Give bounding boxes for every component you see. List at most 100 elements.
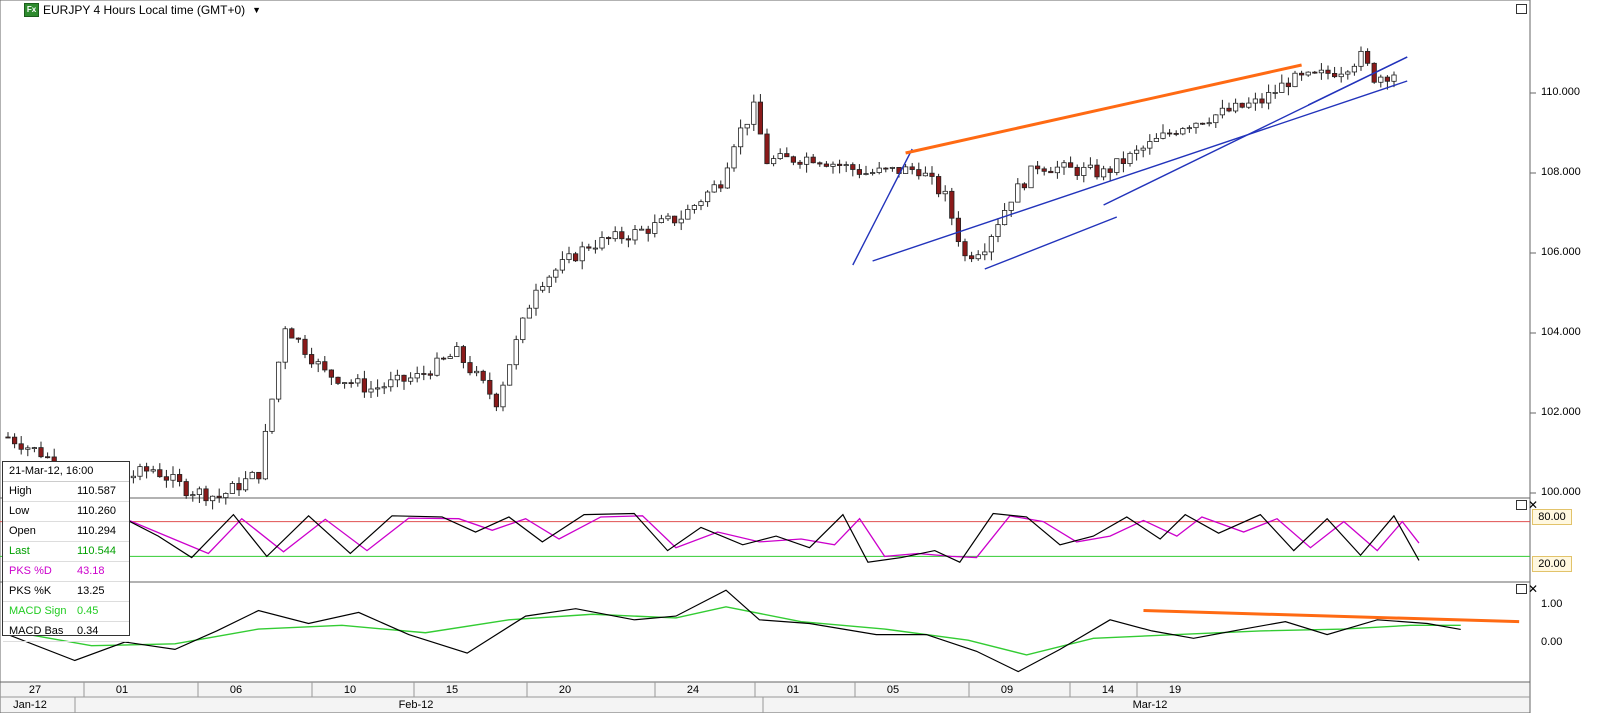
info-row: MACD Sign 0.45 <box>3 602 129 622</box>
candle <box>1384 76 1390 82</box>
candle <box>1292 72 1298 88</box>
candle <box>1008 201 1014 211</box>
candle <box>434 357 440 376</box>
candle <box>705 191 711 203</box>
candle <box>1332 73 1338 78</box>
info-value: 110.587 <box>77 485 116 497</box>
info-label: MACD Sign <box>9 605 67 617</box>
candle <box>368 388 374 393</box>
info-label: MACD Bas <box>9 625 64 637</box>
x-axis-day-label: 01 <box>115 684 129 696</box>
candle <box>1048 170 1054 174</box>
candle <box>1068 162 1074 168</box>
candle <box>652 222 658 234</box>
candle <box>1206 122 1212 125</box>
info-row: MACD Bas 0.34 <box>3 622 129 642</box>
candle <box>540 286 546 291</box>
candle <box>1365 50 1371 64</box>
candle <box>1134 149 1140 154</box>
triangle-down-icon[interactable]: ▼ <box>252 5 262 15</box>
candle <box>718 184 724 189</box>
candle <box>606 237 612 240</box>
candle <box>817 162 823 165</box>
candle <box>1094 164 1100 178</box>
candle <box>658 218 665 223</box>
info-row: PKS %D 43.18 <box>3 562 129 582</box>
candle <box>632 229 638 241</box>
candle <box>1028 165 1034 189</box>
candle <box>1351 65 1357 73</box>
candle <box>843 164 849 166</box>
candle <box>566 253 572 260</box>
candlestick-series <box>5 46 1397 510</box>
candle <box>163 476 169 481</box>
candle <box>1173 133 1179 135</box>
stoch-restore-icon[interactable] <box>1516 500 1527 510</box>
info-row: Last 110.544 <box>3 542 129 562</box>
candle <box>797 161 803 165</box>
candle <box>1101 168 1107 178</box>
candle <box>45 456 51 459</box>
candle <box>1219 107 1225 116</box>
candle <box>903 166 909 174</box>
price-axis-label: 104.000 <box>1541 326 1581 338</box>
stoch-close-icon[interactable]: ✕ <box>1528 498 1539 512</box>
candle <box>467 362 473 374</box>
candle <box>1226 107 1232 112</box>
info-label: High <box>9 485 32 497</box>
candle <box>394 374 401 381</box>
candle <box>916 169 922 177</box>
x-axis-month-label: Mar-12 <box>1132 699 1168 711</box>
candle <box>1279 82 1285 93</box>
info-row: Open 110.294 <box>3 522 129 542</box>
candle <box>1318 69 1324 74</box>
candle <box>1259 98 1265 104</box>
candle <box>500 384 506 408</box>
macd-signal-line <box>7 606 1461 656</box>
macd-close-icon[interactable]: ✕ <box>1528 582 1539 596</box>
candle <box>830 163 836 167</box>
candle <box>1167 132 1173 135</box>
candle <box>473 370 480 374</box>
ohlc-info-panel: 21-Mar-12, 16:00 High 110.587 Low 110.260 Op… <box>2 461 130 642</box>
candle <box>407 377 414 382</box>
candle <box>685 209 691 220</box>
candle <box>625 238 632 241</box>
candle <box>810 156 816 164</box>
candle <box>421 373 427 375</box>
candle <box>1120 158 1126 164</box>
candle <box>698 201 704 206</box>
candle <box>837 163 843 166</box>
candle <box>969 255 975 260</box>
restore-window-icon[interactable] <box>1516 4 1527 14</box>
candle <box>520 317 526 341</box>
x-axis-day-label: 19 <box>1168 684 1182 696</box>
candle <box>1081 166 1087 176</box>
candle <box>691 205 698 210</box>
candle <box>1087 164 1093 168</box>
candle <box>909 166 915 170</box>
info-value: 43.18 <box>77 565 105 577</box>
candle <box>157 469 163 478</box>
candle <box>619 231 625 240</box>
info-label: PKS %D <box>9 565 52 577</box>
chart-title-bar[interactable]: Fx EURJPY 4 Hours Local time (GMT+0) ▼ <box>24 3 261 17</box>
candle <box>1213 114 1219 124</box>
candle <box>216 495 222 499</box>
candle <box>856 169 863 175</box>
candle <box>1285 82 1291 88</box>
candle <box>1266 92 1272 104</box>
candle <box>460 346 467 363</box>
candle <box>282 328 288 363</box>
candle <box>11 436 18 445</box>
candle <box>1114 158 1120 173</box>
candle <box>870 172 876 174</box>
candle <box>1246 102 1252 108</box>
info-value: 13.25 <box>77 585 105 597</box>
candle <box>711 184 717 193</box>
x-axis-day-label: 09 <box>1000 684 1014 696</box>
x-axis-month-label: Feb-12 <box>398 699 434 711</box>
candle <box>579 246 585 262</box>
macd-restore-icon[interactable] <box>1516 584 1527 594</box>
candle <box>1015 183 1021 203</box>
